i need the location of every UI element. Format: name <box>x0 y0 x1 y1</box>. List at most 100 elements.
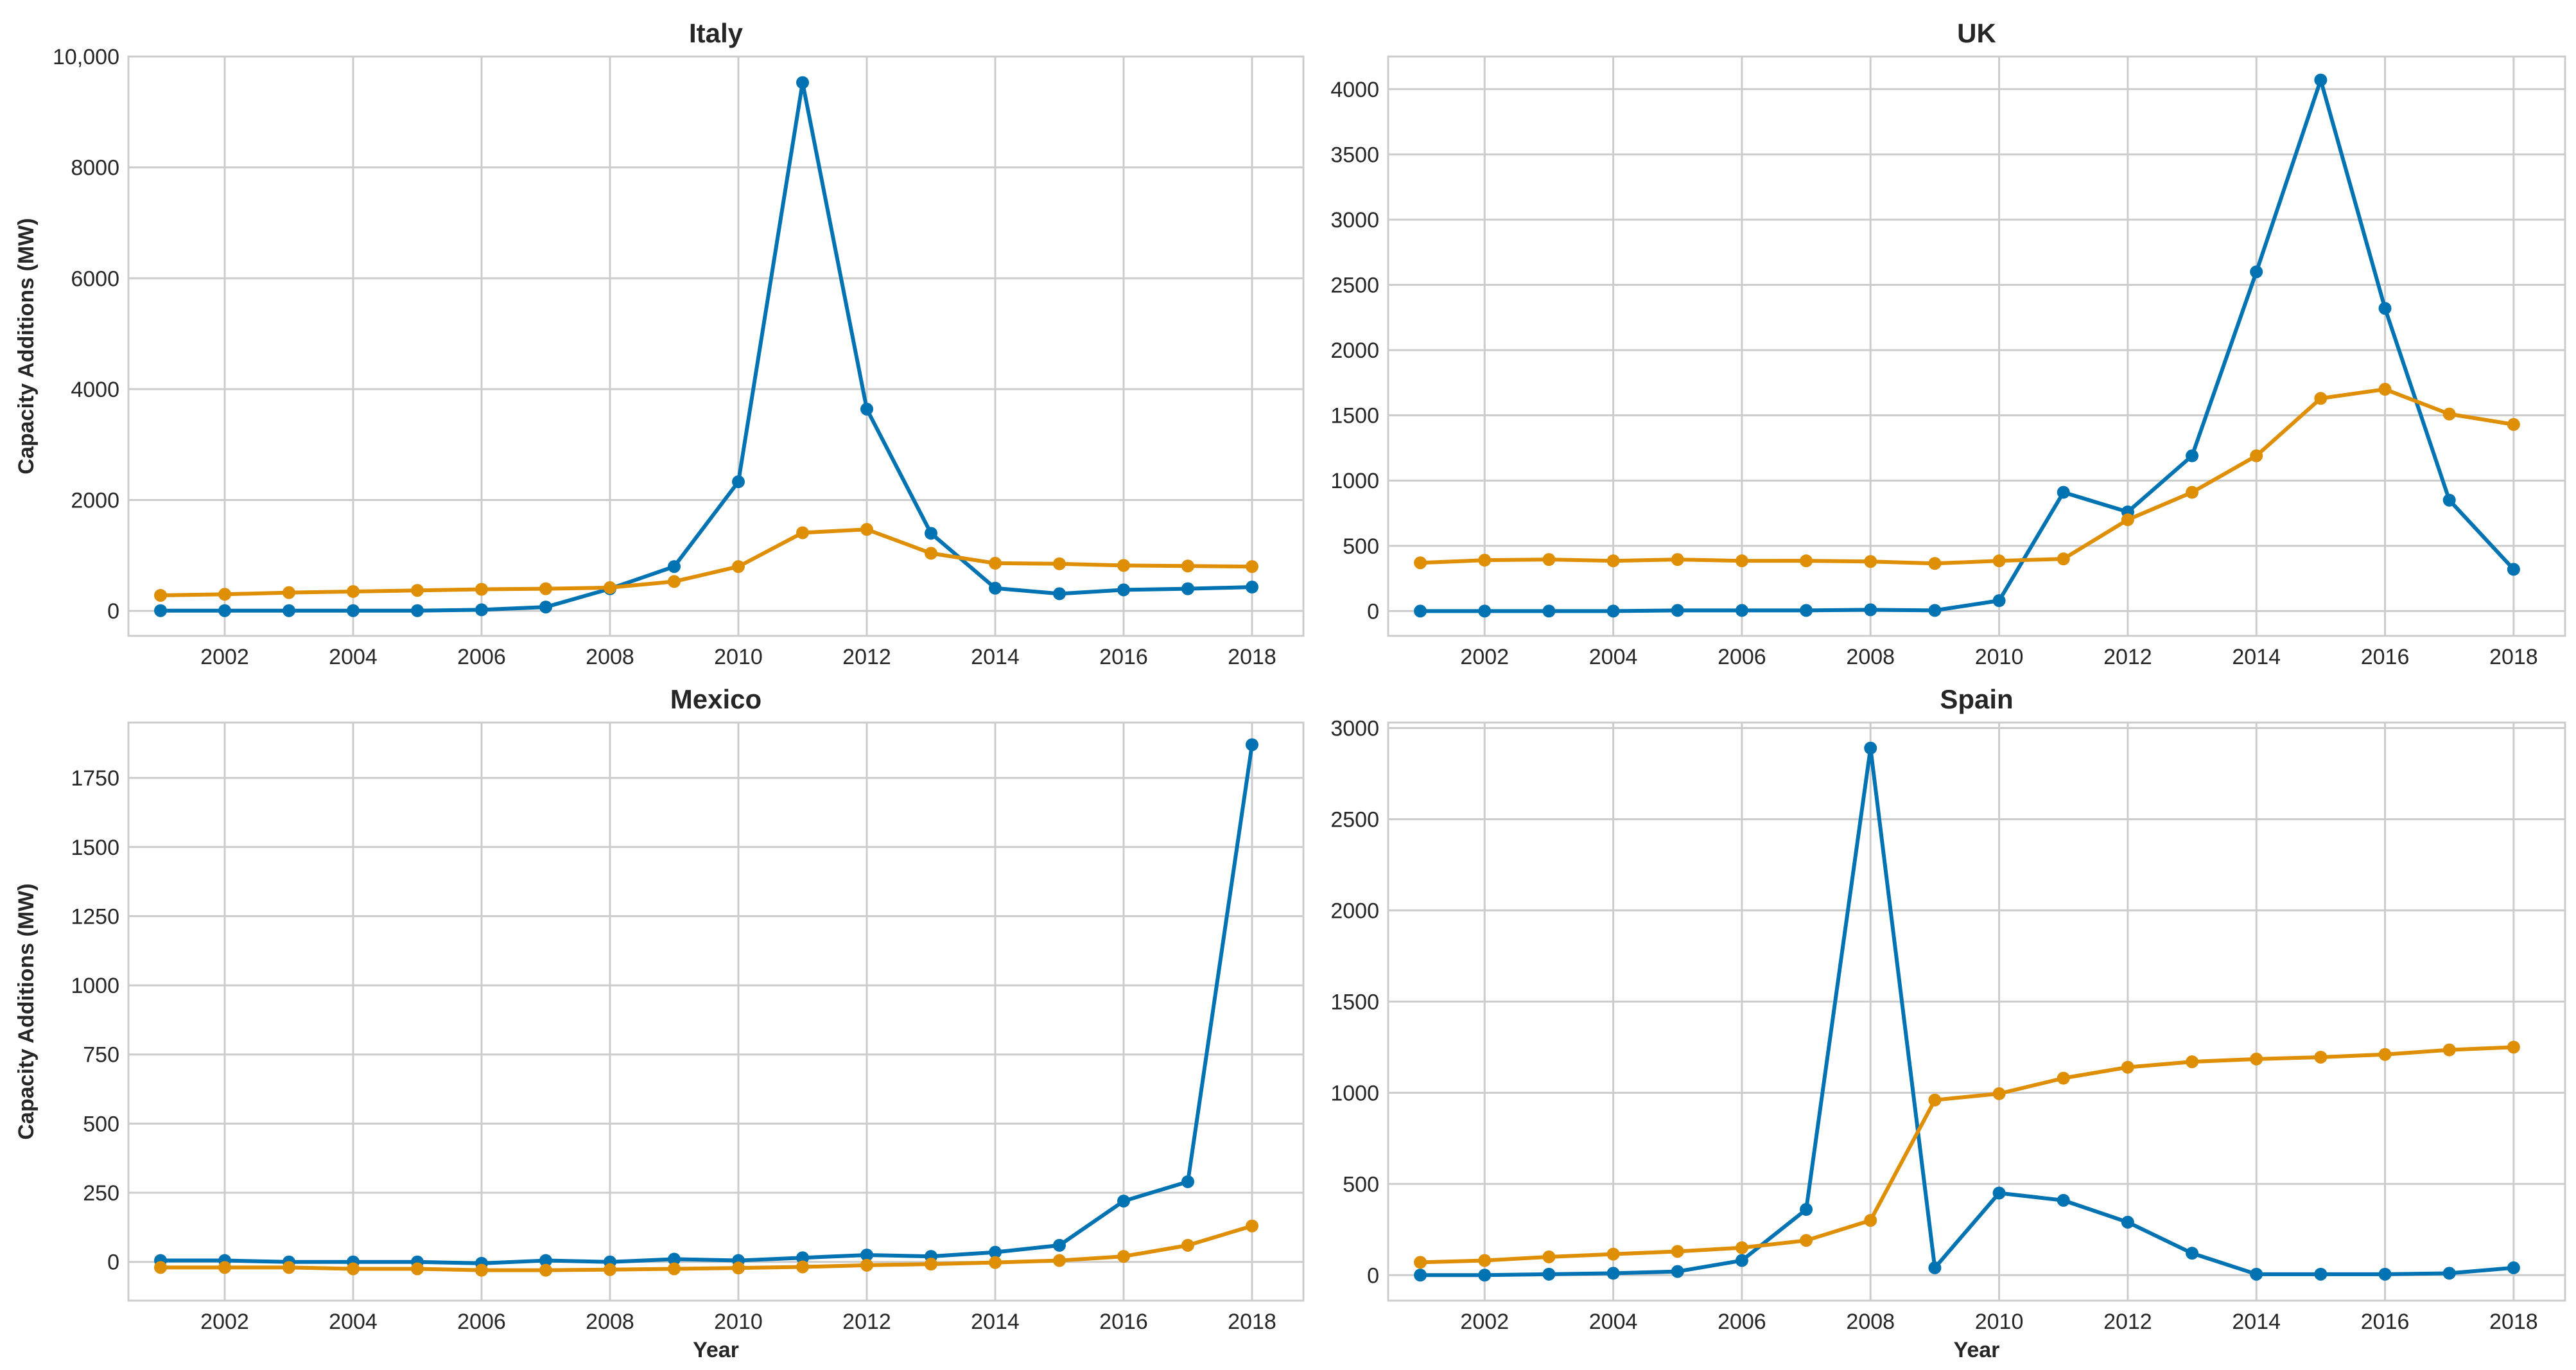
y-tick-label: 1250 <box>71 904 119 929</box>
plot-frame <box>127 55 1305 637</box>
data-point <box>1542 1267 1556 1281</box>
data-point <box>732 1261 745 1275</box>
data-point <box>2186 1247 2199 1260</box>
y-tick-label: 3000 <box>1330 717 1379 741</box>
data-point <box>1735 1254 1748 1267</box>
x-tick-label: 2010 <box>714 1310 763 1334</box>
chart-panel-uk: 2002 2004 2006 2008 2010 2012 2014 2016 2018 0 500… <box>1330 18 2566 669</box>
y-tick-label: 8000 <box>71 156 119 180</box>
data-point <box>2057 552 2070 566</box>
y-tick-label: 1500 <box>1330 990 1379 1014</box>
data-point <box>604 1263 616 1276</box>
data-point <box>1864 1214 1877 1227</box>
x-tick-label: 2008 <box>586 1310 634 1334</box>
data-point <box>1181 582 1194 595</box>
data-point <box>925 527 937 540</box>
data-point <box>411 604 424 617</box>
data-point <box>1053 1238 1066 1252</box>
data-point <box>2250 449 2263 462</box>
data-point <box>989 556 1002 570</box>
x-tick-label: 2006 <box>1718 1310 1766 1334</box>
data-point <box>1414 1269 1427 1282</box>
data-point <box>1671 1265 1684 1278</box>
x-tick-label: 2006 <box>457 645 506 669</box>
data-point <box>2186 486 2199 499</box>
x-tick-label: 2004 <box>329 1310 378 1334</box>
y-tick-label: 0 <box>107 599 119 624</box>
y-tick-label: 2500 <box>1330 274 1379 298</box>
data-point <box>1053 557 1066 570</box>
data-point <box>2250 265 2263 279</box>
x-tick-label: 2008 <box>1846 645 1895 669</box>
data-point <box>1117 1250 1130 1263</box>
data-point <box>668 1252 681 1266</box>
plot-frame <box>1387 721 2566 1302</box>
x-tick-label: 2004 <box>1589 645 1638 669</box>
data-point <box>860 523 873 536</box>
data-point <box>1928 557 1942 570</box>
data-point <box>347 604 360 617</box>
data-point <box>1478 1254 1492 1267</box>
series-line <box>161 80 1253 613</box>
data-point <box>2314 1050 2328 1064</box>
x-tick-label: 2018 <box>1228 645 1276 669</box>
data-point <box>2121 513 2134 527</box>
data-point <box>1928 1261 1942 1274</box>
data-point <box>1117 559 1130 572</box>
data-point <box>2250 1052 2263 1066</box>
series-line <box>1420 746 2514 1278</box>
x-tick-label: 2004 <box>329 645 378 669</box>
data-point <box>1414 604 1427 618</box>
series-2 <box>1414 1041 2520 1269</box>
data-point <box>1864 741 1877 755</box>
data-point <box>154 588 167 602</box>
data-point <box>283 1261 295 1274</box>
y-axis-label: Capacity Additions (MW) <box>14 883 39 1139</box>
data-point <box>1606 554 1620 568</box>
data-point <box>1246 1219 1258 1233</box>
series-1 <box>154 738 1258 1270</box>
y-tick-label: 1750 <box>71 766 119 791</box>
series-line <box>160 527 1253 597</box>
x-tick-label: 2012 <box>842 645 891 669</box>
data-point <box>1864 603 1877 617</box>
data-point <box>2442 1267 2456 1280</box>
data-point <box>539 601 552 614</box>
y-tick-label: 1500 <box>1330 404 1379 428</box>
chart-title: Mexico <box>670 684 761 714</box>
data-point <box>2121 1215 2134 1229</box>
y-tick-label: 500 <box>83 1112 119 1136</box>
data-point <box>2442 493 2456 507</box>
data-point <box>732 560 745 574</box>
data-point <box>2507 1261 2520 1274</box>
data-point <box>1181 559 1194 573</box>
x-tick-label: 2018 <box>2489 1310 2538 1334</box>
series-line <box>161 1224 1253 1272</box>
plot-frame <box>1387 55 2566 637</box>
data-point <box>860 1258 873 1272</box>
y-tick-label: 1000 <box>71 974 119 998</box>
y-tick-label: 10,000 <box>53 45 119 69</box>
data-point <box>860 402 873 416</box>
x-tick-label: 2014 <box>971 645 1020 669</box>
data-point <box>989 1256 1002 1269</box>
y-tick-label: 1000 <box>1330 469 1379 493</box>
y-tick-label: 4000 <box>71 378 119 402</box>
data-point <box>1735 604 1748 617</box>
data-point <box>796 1260 809 1274</box>
data-point <box>2057 486 2070 499</box>
data-point <box>2378 1267 2392 1281</box>
data-point <box>539 582 552 595</box>
data-point <box>283 586 295 599</box>
x-tick-label: 2016 <box>1099 1310 1148 1334</box>
data-point <box>668 575 681 588</box>
data-point <box>1542 1250 1556 1263</box>
x-tick-label: 2010 <box>1975 645 2024 669</box>
x-tick-label: 2018 <box>2489 645 2538 669</box>
series-2 <box>154 523 1258 602</box>
series-line <box>1420 78 2516 613</box>
data-point <box>1246 560 1258 574</box>
x-tick-label: 2016 <box>1099 645 1148 669</box>
y-tick-label: 0 <box>1367 599 1379 624</box>
